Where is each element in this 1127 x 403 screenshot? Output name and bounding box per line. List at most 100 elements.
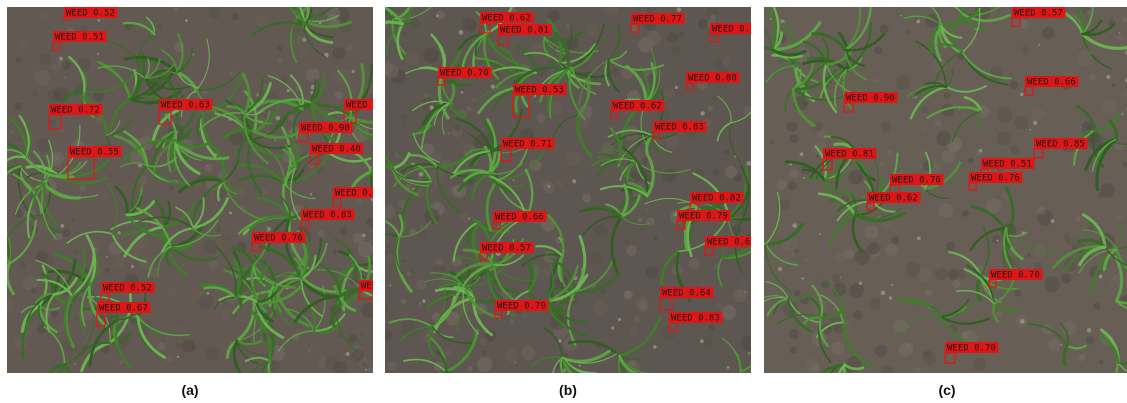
weed-detection-a-2: WEED 0.51: [52, 31, 107, 51]
detection-label: WEED 0.83: [671, 314, 720, 324]
weed-detection-b-17: WEED 0.79: [494, 300, 549, 319]
panel-a: WEED 0.52 WEED 0.51 WEED 0.72 WEED 0.63 WEED…: [7, 7, 373, 373]
weed-detection-b-16: WEED 0.64: [659, 287, 714, 311]
weed-detection-a-4: WEED 0.63: [158, 99, 213, 125]
weed-detection-b-13: WEED 0.79: [676, 210, 731, 230]
detection-label-bg: [97, 302, 151, 313]
detection-label: WEED 0.83: [303, 211, 352, 221]
weed-detection-c-7: WEED 0.76: [968, 172, 1023, 191]
detection-label: WEED 0.52: [103, 284, 152, 294]
detection-label-bg: [690, 192, 744, 203]
caption-b: (b): [559, 382, 577, 398]
detection-label-bg: [677, 210, 731, 221]
detection-label-bg: [493, 211, 547, 222]
weed-detection-a-13: WEED 0.67: [96, 302, 151, 327]
detection-label-bg: [611, 100, 665, 111]
detection-label-bg: [299, 122, 353, 133]
detection-label-bg: [301, 209, 355, 220]
detection-label-bg: [969, 172, 1023, 183]
detection-label-bg: [359, 280, 373, 291]
weed-detection-b-15: WEED 0.6: [704, 236, 751, 256]
detection-label: WEED 0.51: [55, 33, 104, 43]
field-image-b: WEED 0.62 WEED 0.81 WEED 0.77 WEED 0.8 WEED …: [385, 7, 751, 373]
detection-label: WEED 0.40: [312, 145, 361, 155]
detection-label-bg: [844, 92, 898, 103]
weed-detection-c-9: WEED 0.62: [866, 192, 921, 211]
panel-c: WEED 0.57 WEED 0.66 WEED 0.90 WEED 0.85 WEED…: [764, 7, 1127, 373]
detection-label: WEED 0.67: [99, 304, 148, 314]
detection-label-bg: [68, 146, 122, 157]
detection-label-bg: [53, 31, 107, 42]
detection-label-bg: [480, 242, 534, 253]
detection-label: WEED 0.80: [688, 74, 737, 84]
weed-detection-b-6: WEED 0.80: [685, 72, 740, 91]
detection-label-bg: [981, 158, 1035, 169]
weed-detection-b-10: WEED 0.71: [500, 138, 555, 162]
detection-label-bg: [1034, 138, 1088, 149]
detection-label: WEED 0.70: [991, 271, 1040, 281]
detection-label: WEED 0.57: [482, 244, 531, 254]
detection-label-bg: [1025, 76, 1079, 87]
weed-detection-a-6: WEED 0.90: [298, 122, 353, 143]
detection-label: WEED: [361, 282, 373, 292]
detection-label: WEED 0.8: [712, 25, 751, 35]
detection-label: WEED 0.57: [1014, 9, 1063, 19]
weed-detection-b-5: WEED 0.70: [437, 67, 492, 86]
detection-label-bg: [495, 300, 549, 311]
detection-label-bg: [333, 187, 373, 198]
detection-label: WEED 0.76: [254, 234, 303, 244]
detection-label: WEED 0.53: [515, 86, 564, 96]
weed-detection-a-9: WEED 0.4: [332, 187, 373, 208]
detection-label-bg: [49, 104, 103, 115]
weed-detection-b-3: WEED 0.77: [630, 13, 685, 33]
weed-detection-a-3: WEED 0.72: [48, 104, 103, 130]
detection-label-bg: [498, 24, 552, 35]
detection-label-bg: [823, 148, 877, 159]
detection-label-bg: [660, 287, 714, 298]
weed-detection-c-11: WEED 0.70: [944, 342, 999, 364]
detection-label: WEED 0.55: [70, 148, 119, 158]
detection-label-bg: [1012, 7, 1066, 18]
caption-c: (c): [938, 382, 956, 398]
weed-detection-c-1: WEED 0.57: [1011, 7, 1066, 27]
weed-detection-a-8: WEED 0: [343, 99, 373, 124]
detection-label: WEED 0.77: [633, 15, 682, 25]
field-image-c: WEED 0.57 WEED 0.66 WEED 0.90 WEED 0.85 WEED…: [764, 7, 1127, 373]
weed-detection-c-4: WEED 0.85: [1033, 138, 1088, 159]
detection-label-bg: [686, 72, 740, 83]
detection-label-bg: [631, 13, 685, 24]
weed-detection-c-2: WEED 0.66: [1024, 76, 1079, 96]
detection-label-bg: [252, 232, 306, 243]
detection-label: WEED 0.66: [495, 213, 544, 223]
weed-detection-c-3: WEED 0.90: [843, 92, 898, 113]
weed-detection-a-7: WEED 0.40: [309, 143, 364, 165]
weed-detection-a-14: WEED: [358, 280, 373, 300]
detection-label-bg: [438, 67, 492, 78]
detection-label: WEED 0.70: [947, 344, 996, 354]
detection-label-bg: [989, 269, 1043, 280]
weed-detection-b-7: WEED 0.53: [512, 84, 567, 118]
detection-label-bg: [653, 121, 707, 132]
weed-detection-b-12: WEED 0.66: [492, 211, 547, 230]
detection-label: WEED 0.6: [707, 238, 750, 248]
detection-label: WEED 0.76: [892, 176, 941, 186]
detection-label: WEED 0.4: [335, 189, 373, 199]
detection-label: WEED 0.72: [51, 106, 100, 116]
detection-label-bg: [101, 282, 155, 293]
detection-label: WEED 0.79: [679, 212, 728, 222]
weed-detection-b-2: WEED 0.81: [497, 24, 552, 46]
detection-label: WEED 0.70: [440, 69, 489, 79]
detection-label-bg: [890, 174, 944, 185]
detection-label-bg: [669, 312, 723, 323]
weed-detection-c-10: WEED 0.70: [988, 269, 1043, 288]
weed-detection-b-9: WEED 0.83: [652, 121, 707, 140]
detection-label-bg: [710, 23, 751, 34]
weed-detection-a-5: WEED 0.55: [67, 146, 122, 180]
detection-label-bg: [501, 138, 555, 149]
detection-label: WEED 0.90: [301, 124, 350, 134]
detection-label: WEED 0: [346, 101, 373, 111]
detection-label: WEED 0.64: [662, 289, 711, 299]
weed-detection-b-4: WEED 0.8: [709, 23, 751, 43]
detection-label: WEED 0.62: [482, 14, 531, 24]
